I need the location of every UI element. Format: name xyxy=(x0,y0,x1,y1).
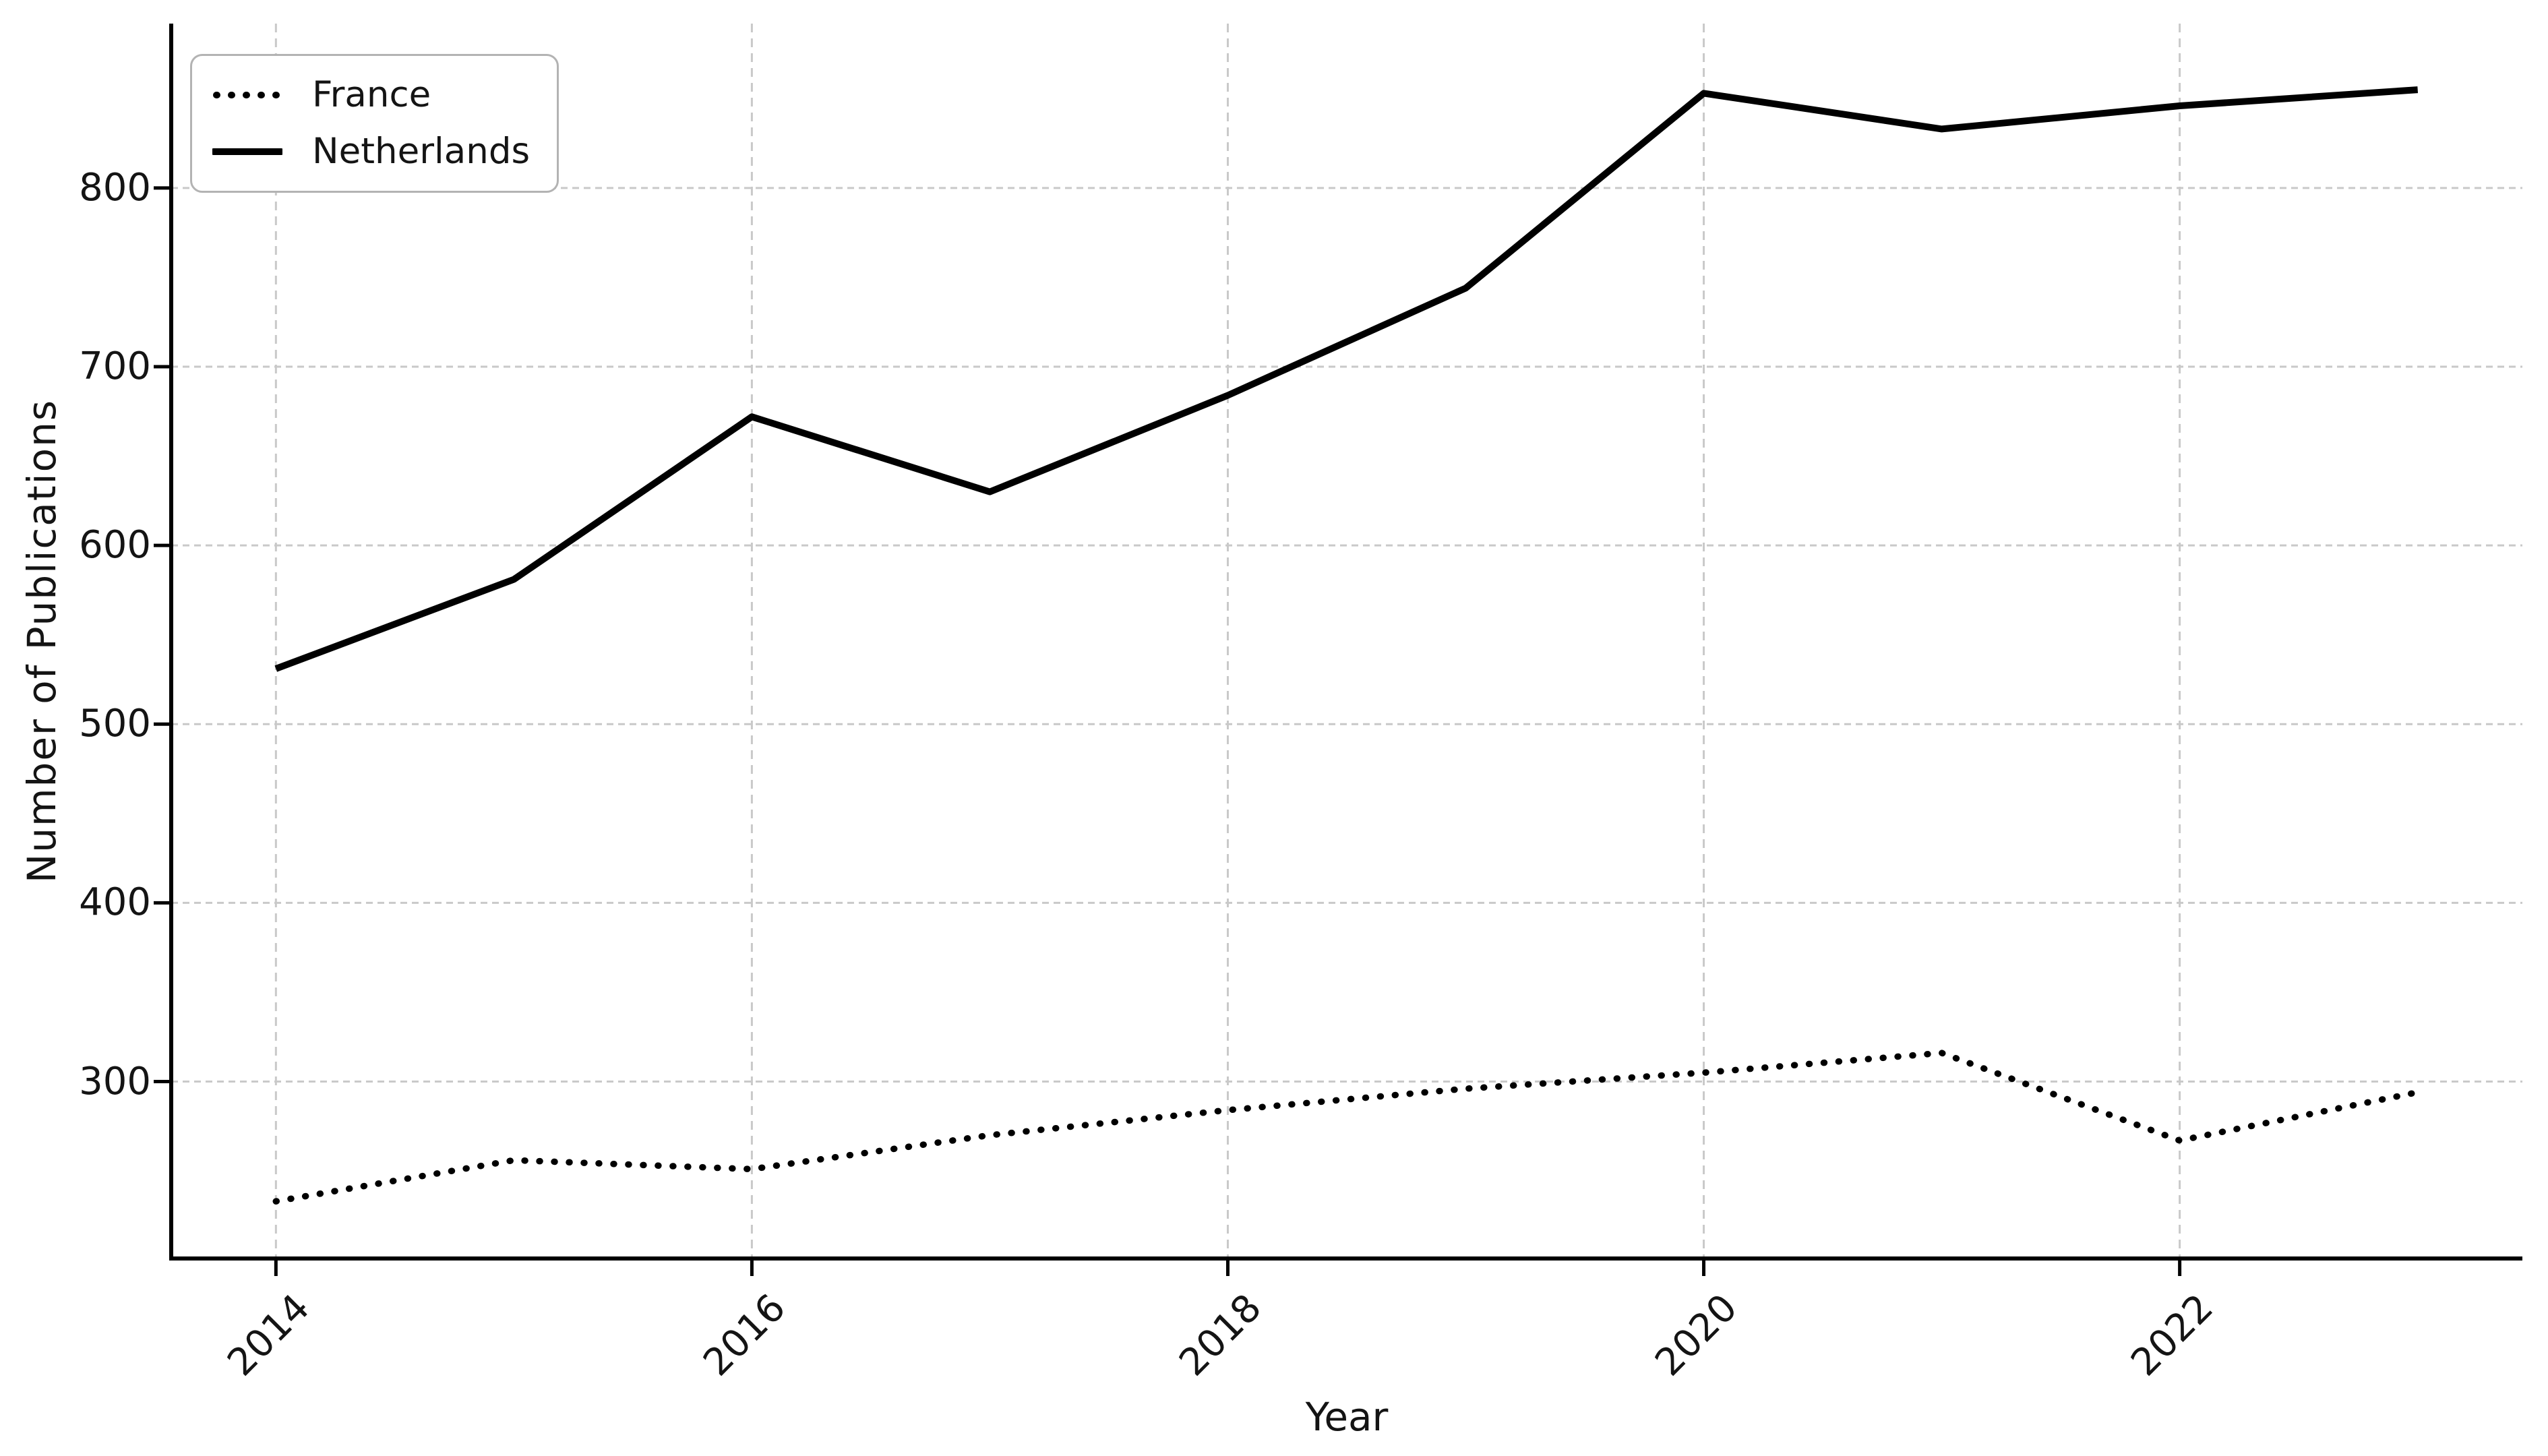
y-axis-label: Number of Publications xyxy=(19,398,65,884)
series-line-france xyxy=(272,1050,2421,1205)
axes-group xyxy=(154,24,2522,1276)
series-line-netherlands xyxy=(274,86,2419,672)
legend-label-france: France xyxy=(312,74,431,115)
x-axis-label: Year xyxy=(1305,1394,1389,1440)
france-dotted-line-icon xyxy=(212,90,282,100)
legend-item-netherlands: Netherlands xyxy=(212,130,530,173)
legend-item-france: France xyxy=(212,73,530,117)
y-tick-label-600: 600 xyxy=(79,523,151,568)
y-tick-label-700: 700 xyxy=(79,344,151,389)
legend: France Netherlands xyxy=(190,54,559,193)
netherlands-solid-line-icon xyxy=(212,147,282,156)
y-tick-label-300: 300 xyxy=(79,1059,151,1103)
series-group xyxy=(272,86,2421,1205)
gridlines-group xyxy=(171,24,2522,1258)
y-axis-label-strip: Number of Publications xyxy=(13,24,70,1258)
y-tick-label-400: 400 xyxy=(79,880,151,925)
y-tick-label-500: 500 xyxy=(79,702,151,746)
y-tick-label-800: 800 xyxy=(79,165,151,210)
legend-label-netherlands: Netherlands xyxy=(312,131,530,172)
